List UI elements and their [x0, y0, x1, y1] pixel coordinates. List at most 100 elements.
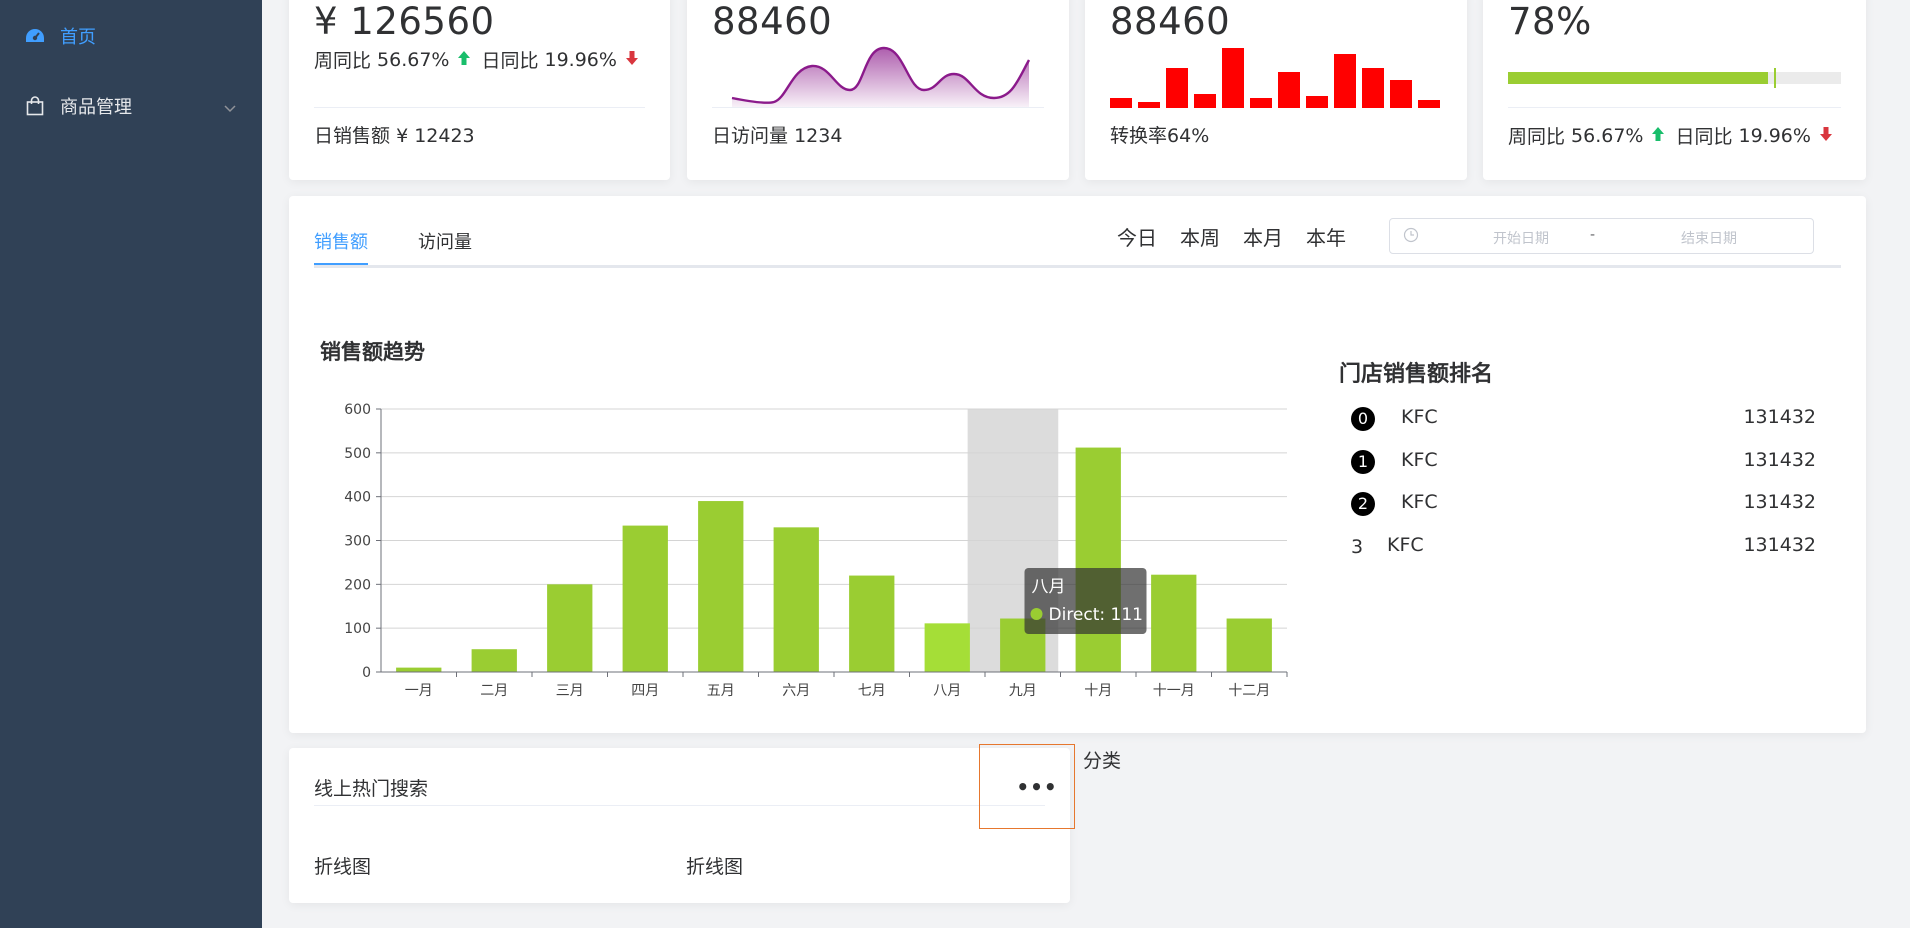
chevron-down-icon [224, 98, 236, 117]
more-icon: ••• [1016, 774, 1058, 799]
y-tick-label: 0 [362, 665, 371, 681]
week-compare-label: 周同比 [314, 50, 372, 72]
rank-name: KFC [1401, 449, 1438, 471]
day-compare-value: 19.96% [544, 48, 617, 71]
date-range-picker[interactable]: 开始日期 - 结束日期 [1389, 218, 1814, 254]
x-tick-label: 七月 [858, 683, 886, 699]
x-tick-label: 五月 [707, 683, 735, 699]
range-month[interactable]: 本月 [1243, 226, 1283, 250]
bar [924, 623, 970, 672]
bar [698, 501, 744, 672]
bar [471, 649, 517, 672]
rank-index: 3 [1351, 536, 1364, 558]
bar [547, 584, 593, 672]
sidebar: 首页 商品管理 [0, 0, 262, 928]
bar [1075, 447, 1121, 672]
divider [314, 805, 1045, 806]
x-tick-label: 十一月 [1153, 683, 1195, 699]
footer-label: 日销售额 [314, 125, 391, 147]
rank-index: 0 [1351, 407, 1375, 431]
stat-card-sales: ¥ 126560 周同比 56.67% 日同比 19.96% 日销售额 ¥ 12… [289, 0, 670, 180]
chart-tooltip [1024, 568, 1147, 634]
rank-value: 131432 [1743, 491, 1816, 513]
chart-title: 销售额趋势 [320, 340, 425, 364]
stat-value: 78% [1508, 0, 1592, 43]
line-chart-right-label: 折线图 [686, 856, 744, 878]
rank-index: 1 [1351, 450, 1375, 474]
shopping-bag-icon [24, 95, 46, 117]
y-tick-label: 200 [344, 577, 371, 593]
range-year[interactable]: 本年 [1306, 226, 1346, 250]
date-separator: - [1590, 227, 1596, 243]
week-compare-value: 56.67% [1571, 124, 1644, 147]
stat-value: 88460 [712, 0, 833, 43]
tooltip-title: 八月 [1032, 577, 1066, 597]
footer-value: ¥ 12423 [396, 125, 475, 147]
range-today[interactable]: 今日 [1117, 226, 1157, 250]
rank-name: KFC [1401, 406, 1438, 428]
rank-row: 3 KFC 131432 [1351, 532, 1816, 562]
more-actions-button[interactable]: ••• [979, 744, 1075, 829]
rank-row: 2 KFC 131432 [1351, 489, 1816, 519]
bar [849, 575, 895, 672]
conversion-bar-chart [1110, 48, 1440, 108]
x-tick-label: 六月 [782, 683, 810, 699]
stat-card-visits: 88460 日访问量 1234 [687, 0, 1069, 180]
tab-bar: 销售额 访问量 [314, 226, 522, 266]
rank-title: 门店销售额排名 [1339, 362, 1494, 387]
range-links: 今日 本周 本月 本年 [1117, 222, 1369, 251]
divider [1508, 107, 1841, 108]
rank-row: 1 KFC 131432 [1351, 447, 1816, 477]
x-tick-label: 十二月 [1228, 683, 1270, 699]
sidebar-item-product-management[interactable]: 商品管理 [0, 78, 262, 134]
footer-label: 日访问量 [712, 125, 789, 147]
visits-area-chart [731, 46, 1031, 108]
stat-value: ¥ 126560 [314, 0, 495, 43]
divider [314, 107, 645, 108]
x-tick-label: 四月 [631, 683, 659, 699]
category-label: 分类 [1083, 750, 1122, 772]
y-tick-label: 500 [344, 446, 371, 462]
range-week[interactable]: 本周 [1180, 226, 1220, 250]
bar [773, 527, 819, 672]
line-chart-left-label: 折线图 [314, 856, 372, 878]
tab-sales[interactable]: 销售额 [314, 226, 368, 266]
rank-name: KFC [1387, 534, 1424, 556]
bar [1151, 574, 1197, 672]
stat-footer: 日销售额 ¥ 12423 [314, 121, 475, 148]
progress-bar [1508, 68, 1841, 88]
stat-footer: 日访问量 1234 [712, 121, 842, 148]
y-tick-label: 100 [344, 621, 371, 637]
x-tick-label: 八月 [933, 683, 961, 699]
y-tick-label: 400 [344, 490, 371, 506]
bar [622, 525, 668, 672]
sidebar-item-label: 首页 [60, 27, 96, 48]
rank-index: 2 [1351, 492, 1375, 516]
sales-trend-chart[interactable]: 0100200300400500600一月 二月 三月 四月 五月 六月 七月 八月 九月 十月十… [289, 196, 1349, 733]
clock-icon [1403, 227, 1419, 247]
divider [712, 107, 1044, 108]
y-tick-label: 300 [344, 534, 371, 550]
progress-marker [1773, 68, 1776, 88]
rank-value: 131432 [1743, 406, 1816, 428]
rank-value: 131432 [1743, 449, 1816, 471]
end-date-input[interactable]: 结束日期 [1681, 231, 1737, 247]
rank-row: 0 KFC 131432 [1351, 404, 1816, 434]
rank-name: KFC [1401, 491, 1438, 513]
arrow-down-icon [625, 49, 639, 71]
sidebar-item-label: 商品管理 [60, 97, 132, 118]
footer-value: 1234 [794, 125, 843, 147]
stat-value: 88460 [1110, 0, 1231, 43]
tab-visits[interactable]: 访问量 [418, 232, 472, 253]
sidebar-item-home[interactable]: 首页 [0, 8, 262, 64]
stat-card-conversion: 88460 转换率64% [1085, 0, 1467, 180]
stat-card-progress: 78% 周同比 56.67% 日同比 19.96% [1483, 0, 1866, 180]
day-compare-label: 日同比 [481, 50, 539, 72]
arrow-up-icon [1651, 125, 1665, 147]
start-date-input[interactable]: 开始日期 [1493, 231, 1549, 247]
y-tick-label: 600 [344, 402, 371, 418]
sales-panel: 销售额 访问量 今日 本周 本月 本年 开始日期 - 结束日期 销售额趋势 0 1… [289, 196, 1866, 733]
stat-compare: 周同比 56.67% 日同比 19.96% [1508, 122, 1843, 149]
week-compare-value: 56.67% [377, 48, 450, 71]
x-tick-label: 二月 [480, 683, 508, 699]
